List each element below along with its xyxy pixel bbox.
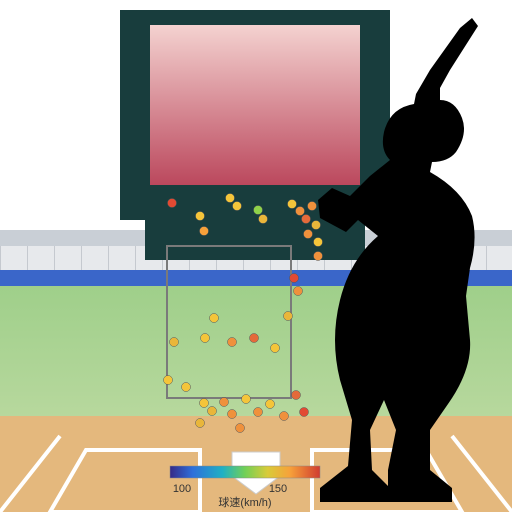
- pitch-location-chart: 100 150球速(km/h): [0, 0, 512, 512]
- colorbar-tick: 100: [173, 483, 191, 495]
- colorbar-label: 球速(km/h): [218, 495, 271, 509]
- colorbar-tick: 150: [269, 483, 287, 495]
